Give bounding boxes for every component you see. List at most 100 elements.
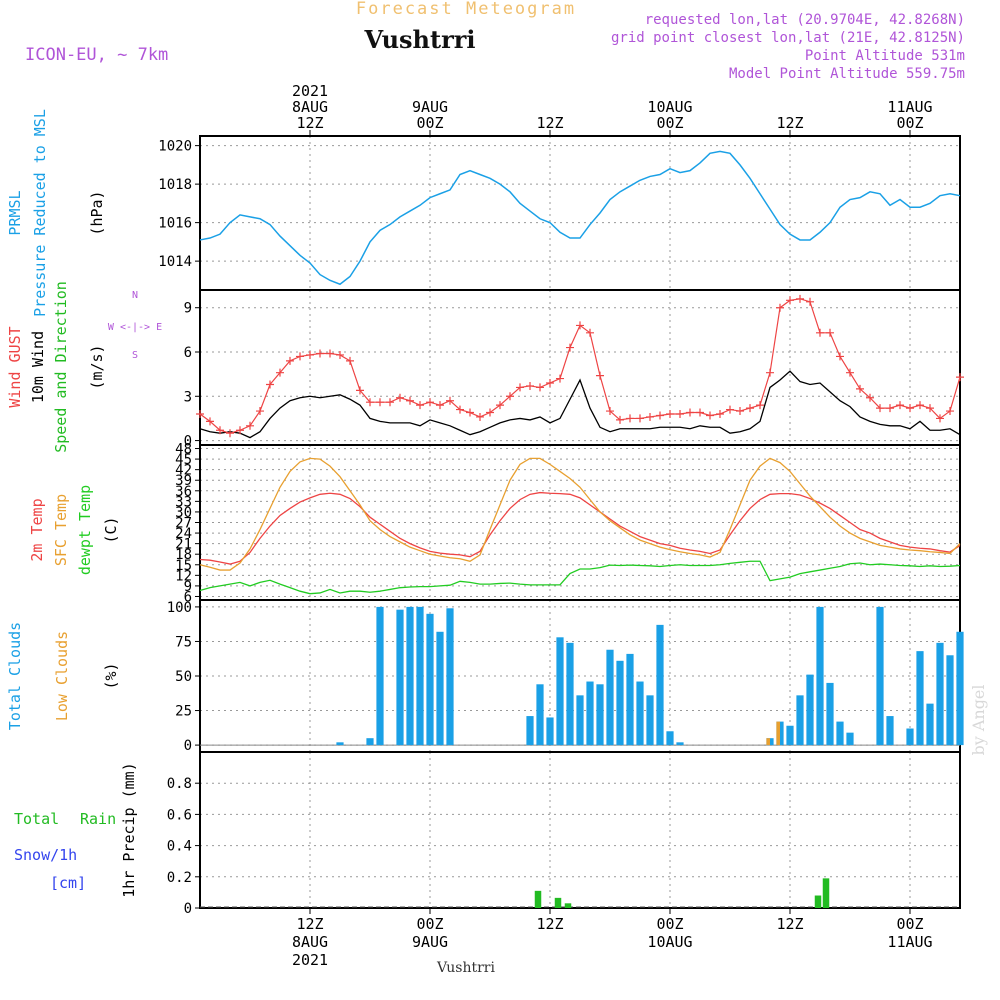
cloud-total-bar (616, 660, 624, 746)
gust-marker (336, 350, 344, 359)
rain-bar (822, 878, 830, 908)
gust-marker (856, 384, 864, 393)
compass-north: N (132, 290, 138, 301)
gust-marker (736, 407, 744, 416)
bottom-location: Vushtrri (436, 960, 495, 976)
gust-marker (916, 401, 924, 410)
pressure-label-2: Pressure Reduced to MSL (31, 109, 49, 317)
cloud-total-bar (426, 613, 434, 746)
gust-marker (926, 404, 934, 413)
y-tick-label: 0.8 (167, 776, 192, 792)
cloud-total-bar (956, 631, 964, 746)
gridpoint-coords: grid point closest lon,lat (21E, 42.8125… (611, 30, 965, 46)
y-tick-label: 36 (175, 484, 192, 500)
cloud-total-bar (626, 653, 634, 746)
gust-marker (576, 321, 584, 330)
cloud-total-bar (916, 651, 924, 746)
gust-marker (536, 383, 544, 392)
gust-marker (316, 349, 324, 358)
gust-marker (766, 368, 774, 377)
cloud-low-bar (766, 738, 770, 746)
cloud-total-bar (446, 608, 454, 746)
gust-marker (466, 408, 474, 417)
gust-marker (706, 411, 714, 420)
rain-bar (814, 895, 822, 908)
panel-frame (199, 289, 961, 446)
gust-marker (586, 328, 594, 337)
precip-rain-label: Rain (80, 810, 116, 828)
gust-marker (486, 408, 494, 417)
gust-marker (806, 297, 814, 306)
pressure-label-1: PRMSL (6, 190, 24, 235)
y-tick-label: 9 (184, 579, 192, 595)
time-label-top: 8AUG (292, 98, 328, 116)
gust-marker (196, 410, 204, 418)
gust-marker (716, 410, 724, 418)
gust-marker (406, 396, 414, 405)
y-tick-label: 1020 (158, 139, 192, 155)
gust-marker (216, 426, 224, 435)
time-label-top: 00Z (416, 114, 443, 132)
wind-10m-line (199, 370, 961, 439)
cloud-total-bar (406, 606, 414, 746)
cloud-total-bar (596, 684, 604, 746)
gust-marker (636, 414, 644, 423)
requested-coords: requested lon,lat (20.9704E, 42.8268N) (645, 12, 965, 28)
gust-marker (376, 398, 384, 407)
y-tick-label: 42 (175, 463, 192, 479)
model-altitude: Model Point Altitude 559.75m (729, 66, 965, 82)
time-label-top: 12Z (776, 114, 803, 132)
cloud-total-bar (826, 682, 834, 746)
gust-marker (356, 386, 364, 395)
y-tick-label: 50 (175, 669, 192, 685)
gust-marker (366, 398, 374, 407)
precip-unit-label: 1hr Precip (mm) (120, 762, 138, 897)
gust-marker (226, 429, 234, 438)
gust-marker (506, 392, 514, 401)
cloud-total-bar (526, 716, 534, 746)
time-label-top: 00Z (656, 114, 683, 132)
gust-marker (656, 411, 664, 420)
gust-marker (436, 401, 444, 410)
cloud-total-bar (646, 695, 654, 746)
gust-marker (626, 414, 634, 423)
cloud-total-bar (376, 606, 384, 746)
gust-marker (946, 407, 954, 416)
y-tick-label: 75 (175, 634, 192, 650)
gust-marker (566, 343, 574, 352)
gust-marker (666, 410, 674, 418)
cloud-total-bar (936, 642, 944, 746)
time-label-bottom: 8AUG (292, 933, 328, 951)
panel-frame (199, 751, 961, 909)
cloud-total-bar (546, 717, 554, 746)
pressure-unit: (hPa) (88, 190, 106, 235)
gust-marker (676, 410, 684, 418)
gust-marker (936, 414, 944, 423)
gust-marker (826, 328, 834, 337)
y-tick-label: 0 (184, 434, 192, 450)
time-label-bottom: 00Z (416, 915, 443, 933)
time-label-bottom: 2021 (292, 951, 328, 969)
gust-marker (236, 426, 244, 435)
temp-line-sfc (199, 457, 961, 571)
gust-marker (786, 296, 794, 305)
cloud-total-bar (556, 637, 564, 746)
gust-marker (836, 352, 844, 361)
compass-axis: W <-|-> E (108, 322, 162, 333)
temp-sfc-label: SFC Temp (52, 494, 70, 566)
precip-total-label: Total (14, 810, 59, 828)
gust-marker (696, 408, 704, 417)
cloud-total-bar (416, 606, 424, 746)
y-tick-label: 1014 (158, 254, 192, 270)
temp-2m-label: 2m Temp (28, 498, 46, 561)
gust-marker (526, 381, 534, 390)
temp-line-dewpt (199, 560, 961, 595)
gust-marker (476, 412, 484, 421)
cloud-total-bar (436, 631, 444, 746)
gust-marker (346, 356, 354, 365)
y-tick-label: 18 (175, 547, 192, 563)
temp-dewpt-label: dewpt Temp (76, 485, 94, 575)
time-label-top: 2021 (292, 82, 328, 100)
cloud-total-bar (396, 609, 404, 746)
